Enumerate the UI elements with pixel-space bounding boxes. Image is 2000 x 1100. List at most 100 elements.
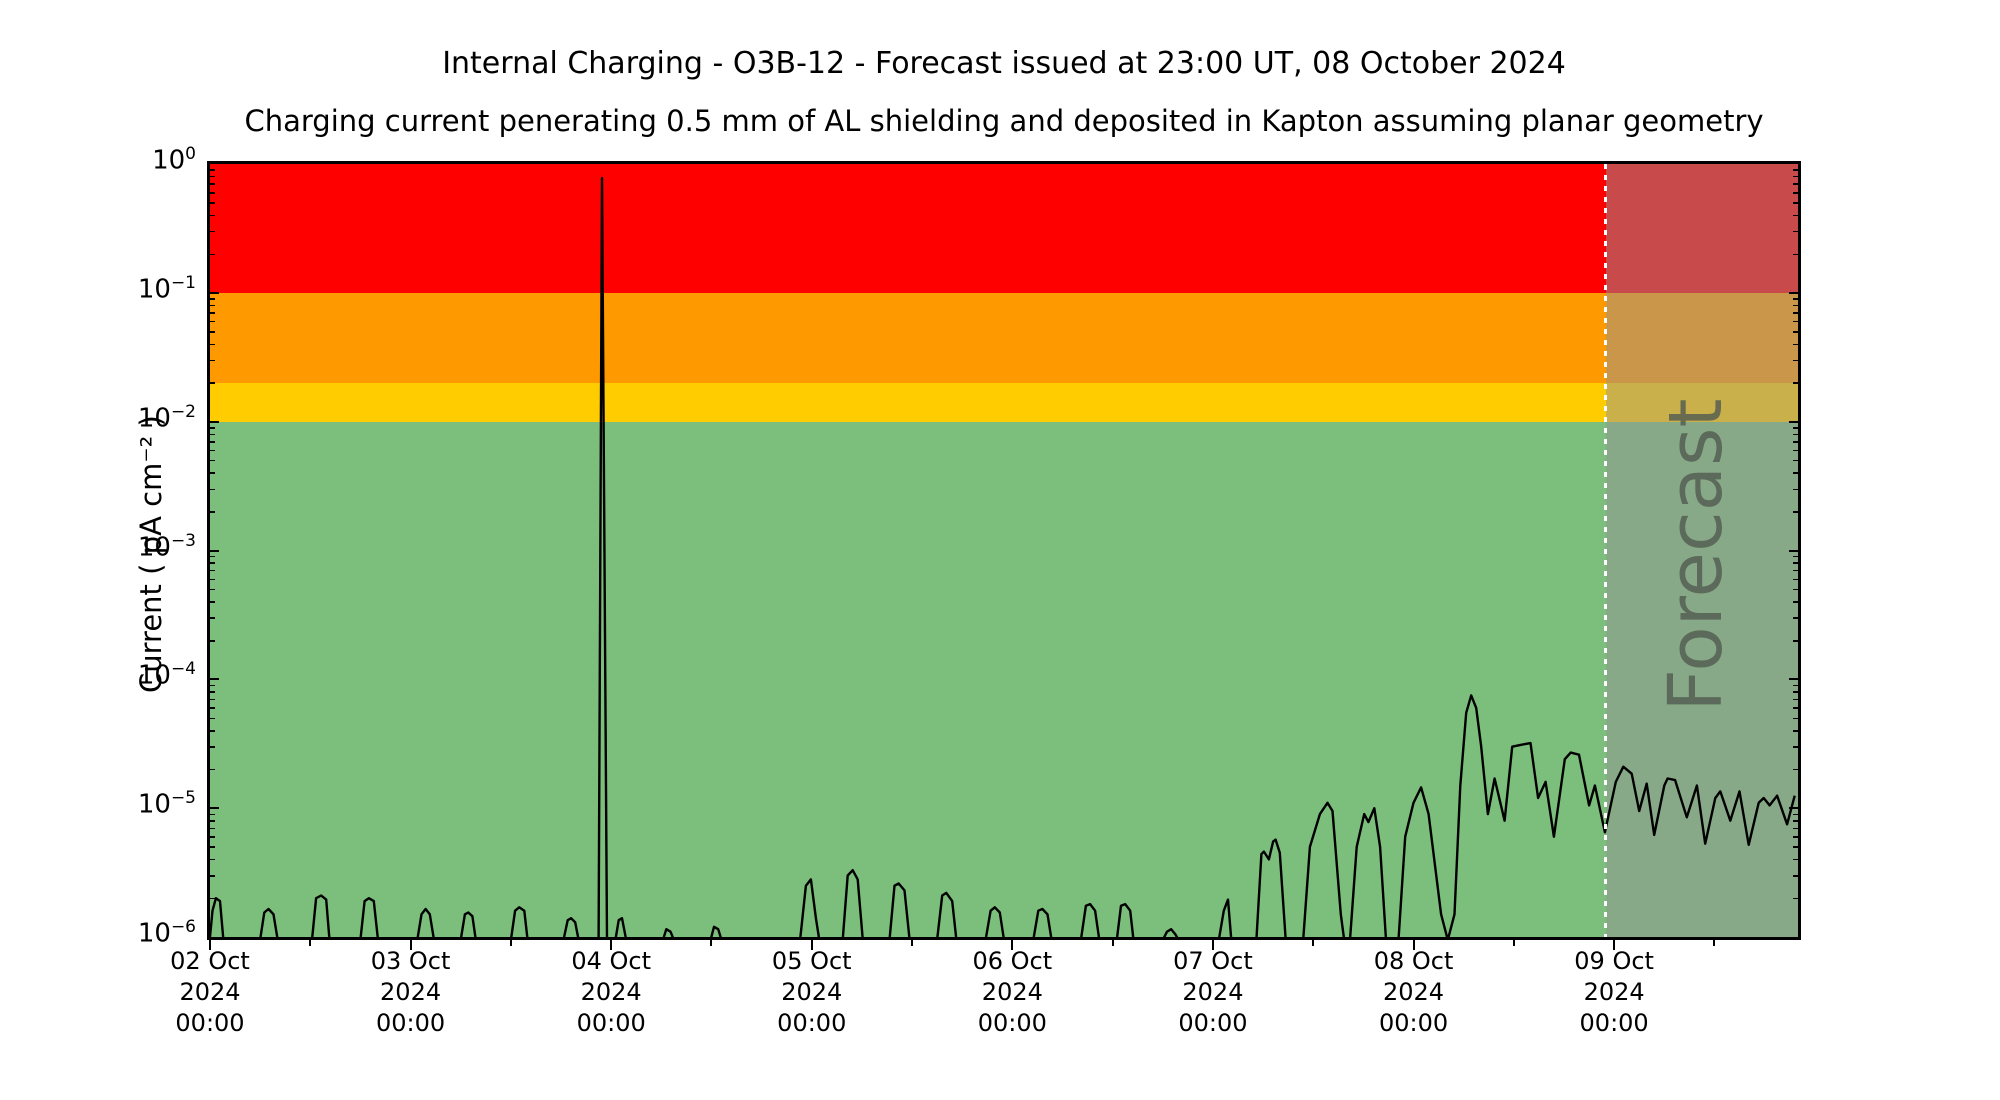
tick-mark: [710, 940, 713, 946]
tick-mark: [1793, 813, 1798, 816]
x-tick-label: 07 Oct 2024 00:00: [1173, 947, 1253, 1037]
tick-mark: [1211, 940, 1214, 950]
tick-mark: [1793, 827, 1798, 830]
tick-mark: [210, 588, 215, 591]
tick-mark: [210, 617, 215, 619]
tick-mark: [1793, 183, 1798, 185]
tick-mark: [1789, 549, 1798, 552]
tick-mark: [1789, 807, 1798, 810]
tick-mark: [210, 549, 219, 552]
tick-mark: [210, 691, 215, 693]
tick-mark: [210, 820, 215, 822]
tick-mark: [210, 875, 215, 877]
tick-mark: [1793, 875, 1798, 877]
x-tick-label: 02 Oct 2024 00:00: [170, 947, 250, 1037]
tick-mark: [1793, 449, 1798, 452]
band-yellow: [210, 382, 1798, 422]
tick-mark: [210, 746, 215, 748]
tick-mark: [1713, 940, 1716, 946]
tick-mark: [1793, 359, 1798, 362]
tick-mark: [1793, 578, 1798, 581]
tick-mark: [1793, 304, 1798, 307]
tick-mark: [210, 459, 215, 462]
tick-mark: [210, 698, 215, 701]
tick-mark: [1789, 420, 1798, 423]
tick-mark: [1412, 940, 1415, 950]
tick-mark: [210, 858, 215, 861]
tick-mark: [1793, 441, 1798, 443]
tick-mark: [1793, 312, 1798, 314]
tick-mark: [1312, 940, 1315, 946]
tick-mark: [210, 433, 215, 436]
tick-mark: [210, 230, 215, 233]
tick-mark: [210, 472, 215, 474]
chart-subtitle: Charging current penerating 0.5 mm of AL…: [244, 104, 1764, 138]
tick-mark: [1793, 820, 1798, 822]
tick-mark: [1793, 175, 1798, 178]
tick-mark: [1793, 617, 1798, 619]
tick-mark: [210, 684, 215, 687]
tick-mark: [210, 578, 215, 581]
tick-mark: [1011, 940, 1014, 950]
tick-mark: [210, 304, 215, 307]
tick-mark: [210, 382, 215, 384]
x-tick-label: 04 Oct 2024 00:00: [571, 947, 651, 1037]
tick-mark: [1793, 433, 1798, 436]
tick-mark: [1793, 691, 1798, 693]
y-tick-label: 10−4: [137, 659, 196, 691]
tick-mark: [810, 940, 813, 950]
tick-mark: [1793, 298, 1798, 300]
tick-mark: [409, 940, 412, 950]
tick-mark: [1793, 768, 1798, 771]
tick-mark: [1793, 488, 1798, 491]
tick-mark: [1789, 291, 1798, 294]
tick-mark: [210, 169, 215, 171]
tick-mark: [210, 511, 215, 513]
tick-mark: [1512, 940, 1515, 946]
tick-mark: [1793, 253, 1798, 256]
tick-mark: [210, 730, 215, 732]
tick-mark: [210, 846, 215, 848]
tick-mark: [210, 555, 215, 558]
tick-mark: [210, 420, 219, 423]
tick-mark: [1613, 940, 1616, 950]
tick-mark: [210, 312, 215, 314]
tick-mark: [1793, 472, 1798, 474]
tick-mark: [1793, 588, 1798, 591]
tick-mark: [210, 291, 219, 294]
tick-mark: [1793, 684, 1798, 687]
tick-mark: [210, 768, 215, 771]
tick-mark: [1793, 640, 1798, 642]
y-tick-label: 10−1: [137, 272, 196, 305]
tick-mark: [210, 359, 215, 362]
tick-mark: [210, 253, 215, 256]
tick-mark: [210, 320, 215, 323]
tick-mark: [1793, 427, 1798, 429]
tick-mark: [1793, 836, 1798, 838]
tick-mark: [210, 807, 219, 810]
tick-mark: [1789, 678, 1798, 681]
tick-mark: [1793, 562, 1798, 564]
tick-mark: [1793, 846, 1798, 848]
tick-mark: [210, 562, 215, 564]
tick-mark: [1793, 320, 1798, 323]
tick-mark: [210, 214, 215, 217]
plot-area: Forecast: [210, 164, 1798, 937]
tick-mark: [509, 940, 512, 946]
tick-mark: [1793, 214, 1798, 217]
tick-mark: [1793, 230, 1798, 233]
tick-mark: [309, 940, 312, 946]
tick-mark: [1793, 192, 1798, 194]
tick-mark: [210, 601, 215, 603]
tick-mark: [1793, 569, 1798, 572]
tick-mark: [1793, 343, 1798, 346]
tick-mark: [1793, 601, 1798, 603]
forecast-start-line: [1604, 164, 1608, 937]
y-tick-label: 10−5: [137, 788, 196, 820]
tick-mark: [210, 331, 215, 333]
tick-mark: [1793, 746, 1798, 748]
y-tick-label: 10−2: [137, 401, 196, 434]
tick-mark: [210, 202, 215, 204]
tick-mark: [1793, 511, 1798, 513]
tick-mark: [1793, 555, 1798, 558]
